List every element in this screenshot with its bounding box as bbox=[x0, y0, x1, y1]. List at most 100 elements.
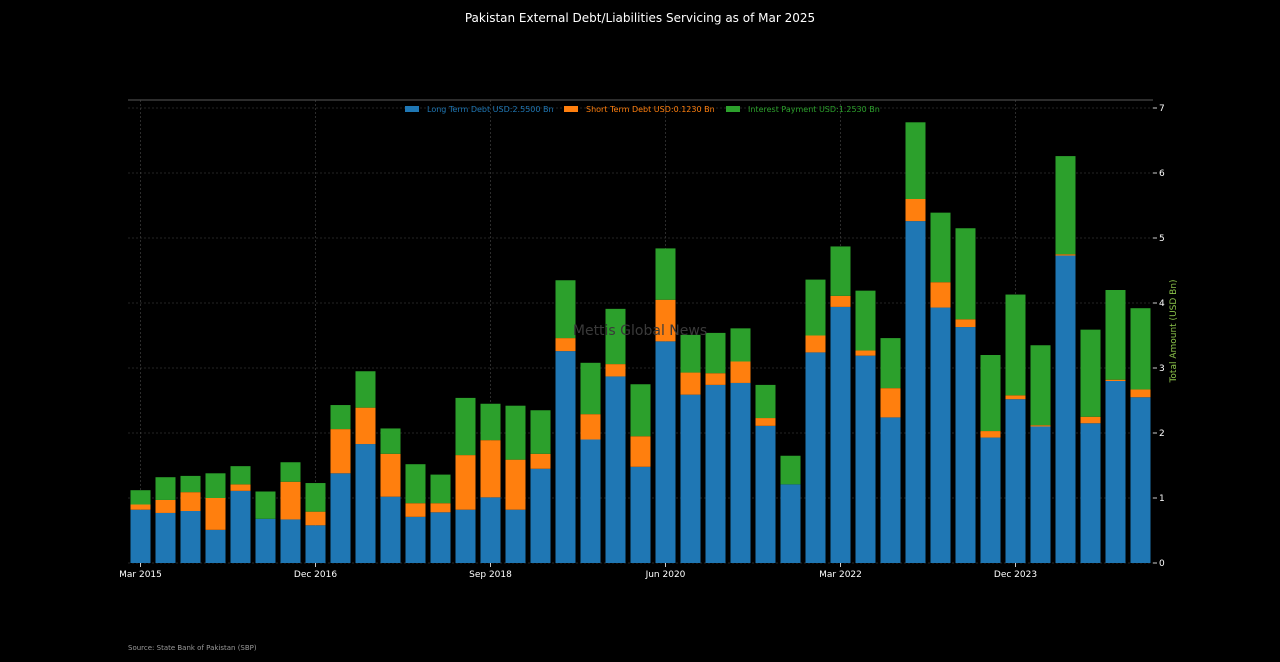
bar-segment-long-term bbox=[580, 439, 601, 563]
chart-title: Pakistan External Debt/Liabilities Servi… bbox=[465, 11, 815, 25]
bar-segment-long-term bbox=[980, 437, 1001, 563]
bar-segment-short-term bbox=[805, 335, 826, 353]
bar-segment-long-term bbox=[205, 529, 226, 563]
bar-segment-short-term bbox=[355, 407, 376, 445]
bar-segment-interest bbox=[855, 290, 876, 351]
bar-segment-short-term bbox=[630, 436, 651, 467]
bar-segment-long-term bbox=[805, 352, 826, 563]
bar-segment-short-term bbox=[605, 364, 626, 377]
bar-segment-interest bbox=[755, 384, 776, 419]
bar-segment-short-term bbox=[430, 503, 451, 513]
bar-segment-short-term bbox=[1080, 416, 1101, 424]
bar-segment-short-term bbox=[1130, 389, 1151, 398]
legend-entry: Short Term Debt USD:0.1230 Bn bbox=[586, 105, 715, 114]
bar-segment-long-term bbox=[155, 512, 176, 563]
bar-segment-long-term bbox=[1105, 381, 1126, 563]
bar-segment-short-term bbox=[330, 429, 351, 474]
bar-segment-interest bbox=[730, 328, 751, 362]
bar-segment-short-term bbox=[680, 372, 701, 395]
bar-segment-interest bbox=[1055, 156, 1076, 255]
bar-segment-interest bbox=[830, 246, 851, 296]
y-tick-label: 1 bbox=[1159, 494, 1165, 504]
y-axis-label: Total Amount (USD Bn) bbox=[1169, 279, 1179, 383]
bar-segment-interest bbox=[805, 279, 826, 336]
bar-segment-interest bbox=[1130, 308, 1151, 390]
bar-segment-short-term bbox=[555, 338, 576, 352]
bar-segment-short-term bbox=[1030, 425, 1051, 427]
bar-segment-short-term bbox=[280, 481, 301, 520]
bar-segment-long-term bbox=[555, 351, 576, 563]
bar-segment-short-term bbox=[455, 455, 476, 510]
bar-segment-interest bbox=[480, 403, 501, 441]
bar-segment-long-term bbox=[780, 484, 801, 563]
bar-segment-short-term bbox=[155, 499, 176, 513]
bar-segment-long-term bbox=[430, 512, 451, 563]
bar-segment-long-term bbox=[605, 376, 626, 563]
y-tick-label: 4 bbox=[1159, 299, 1165, 309]
bar-segment-short-term bbox=[930, 282, 951, 308]
bar-segment-short-term bbox=[530, 453, 551, 469]
x-tick-label: Dec 2023 bbox=[994, 570, 1037, 580]
bar-segment-short-term bbox=[980, 431, 1001, 438]
y-tick-label: 2 bbox=[1159, 429, 1165, 439]
bar-segment-short-term bbox=[380, 453, 401, 497]
bar-segment-long-term bbox=[680, 394, 701, 563]
bar-segment-short-term bbox=[205, 498, 226, 530]
bar-segment-long-term bbox=[1055, 255, 1076, 564]
bar-segment-interest bbox=[505, 405, 526, 460]
y-tick-label: 0 bbox=[1159, 559, 1165, 569]
bar-segment-short-term bbox=[855, 350, 876, 356]
x-tick-label: Dec 2016 bbox=[294, 570, 337, 580]
x-tick-label: Mar 2022 bbox=[819, 570, 862, 580]
bar-segment-interest bbox=[705, 332, 726, 374]
bar-segment-short-term bbox=[1105, 379, 1126, 381]
bar-segment-interest bbox=[605, 308, 626, 365]
legend: Long Term Debt USD:2.5500 Bn Short Term D… bbox=[405, 105, 880, 114]
bar-segment-long-term bbox=[480, 497, 501, 563]
bar-segment-short-term bbox=[230, 484, 251, 491]
bar-segment-interest bbox=[455, 397, 476, 456]
bar-segment-long-term bbox=[255, 518, 276, 563]
bar-segment-interest bbox=[355, 371, 376, 408]
bar-segment-long-term bbox=[880, 417, 901, 563]
bar-segment-long-term bbox=[405, 516, 426, 563]
bar-segment-long-term bbox=[655, 341, 676, 563]
bar-segment-short-term bbox=[130, 504, 151, 510]
bar-segment-long-term bbox=[530, 468, 551, 563]
bar-segment-long-term bbox=[355, 444, 376, 563]
bar-segment-long-term bbox=[955, 327, 976, 563]
bar-segment-interest bbox=[230, 466, 251, 485]
bar-segment-long-term bbox=[330, 473, 351, 563]
x-tick-label: Mar 2015 bbox=[119, 570, 162, 580]
bar-segment-short-term bbox=[755, 418, 776, 426]
bar-segment-short-term bbox=[180, 492, 201, 511]
bar-segment-long-term bbox=[180, 511, 201, 563]
bar-segment-interest bbox=[255, 491, 276, 519]
legend-swatch bbox=[726, 106, 740, 112]
bar-segment-interest bbox=[905, 122, 926, 199]
bar-segment-long-term bbox=[230, 490, 251, 563]
bar-segment-interest bbox=[405, 464, 426, 504]
bar-segment-interest bbox=[530, 410, 551, 454]
bar-segment-long-term bbox=[305, 525, 326, 563]
y-axis: 0 1 2 3 4 5 6 7 bbox=[1153, 104, 1165, 569]
bar-segment-long-term bbox=[1030, 426, 1051, 563]
bar-segment-long-term bbox=[455, 509, 476, 563]
bar-segment-short-term bbox=[905, 199, 926, 222]
bar-segment-interest bbox=[1080, 329, 1101, 417]
bar-segment-long-term bbox=[705, 384, 726, 563]
bar-segment-interest bbox=[580, 362, 601, 415]
y-tick-label: 3 bbox=[1159, 364, 1165, 374]
bar-segment-short-term bbox=[955, 319, 976, 328]
bar-segment-long-term bbox=[830, 306, 851, 563]
bar-segment-interest bbox=[655, 248, 676, 300]
legend-swatch bbox=[564, 106, 578, 112]
bar-segment-interest bbox=[630, 384, 651, 437]
bar-segment-interest bbox=[180, 475, 201, 493]
bar-segment-short-term bbox=[705, 373, 726, 385]
legend-swatch bbox=[405, 106, 419, 112]
bar-segment-long-term bbox=[905, 221, 926, 563]
bar-segment-long-term bbox=[855, 355, 876, 563]
bar-segment-interest bbox=[930, 212, 951, 283]
bar-segment-interest bbox=[280, 462, 301, 482]
